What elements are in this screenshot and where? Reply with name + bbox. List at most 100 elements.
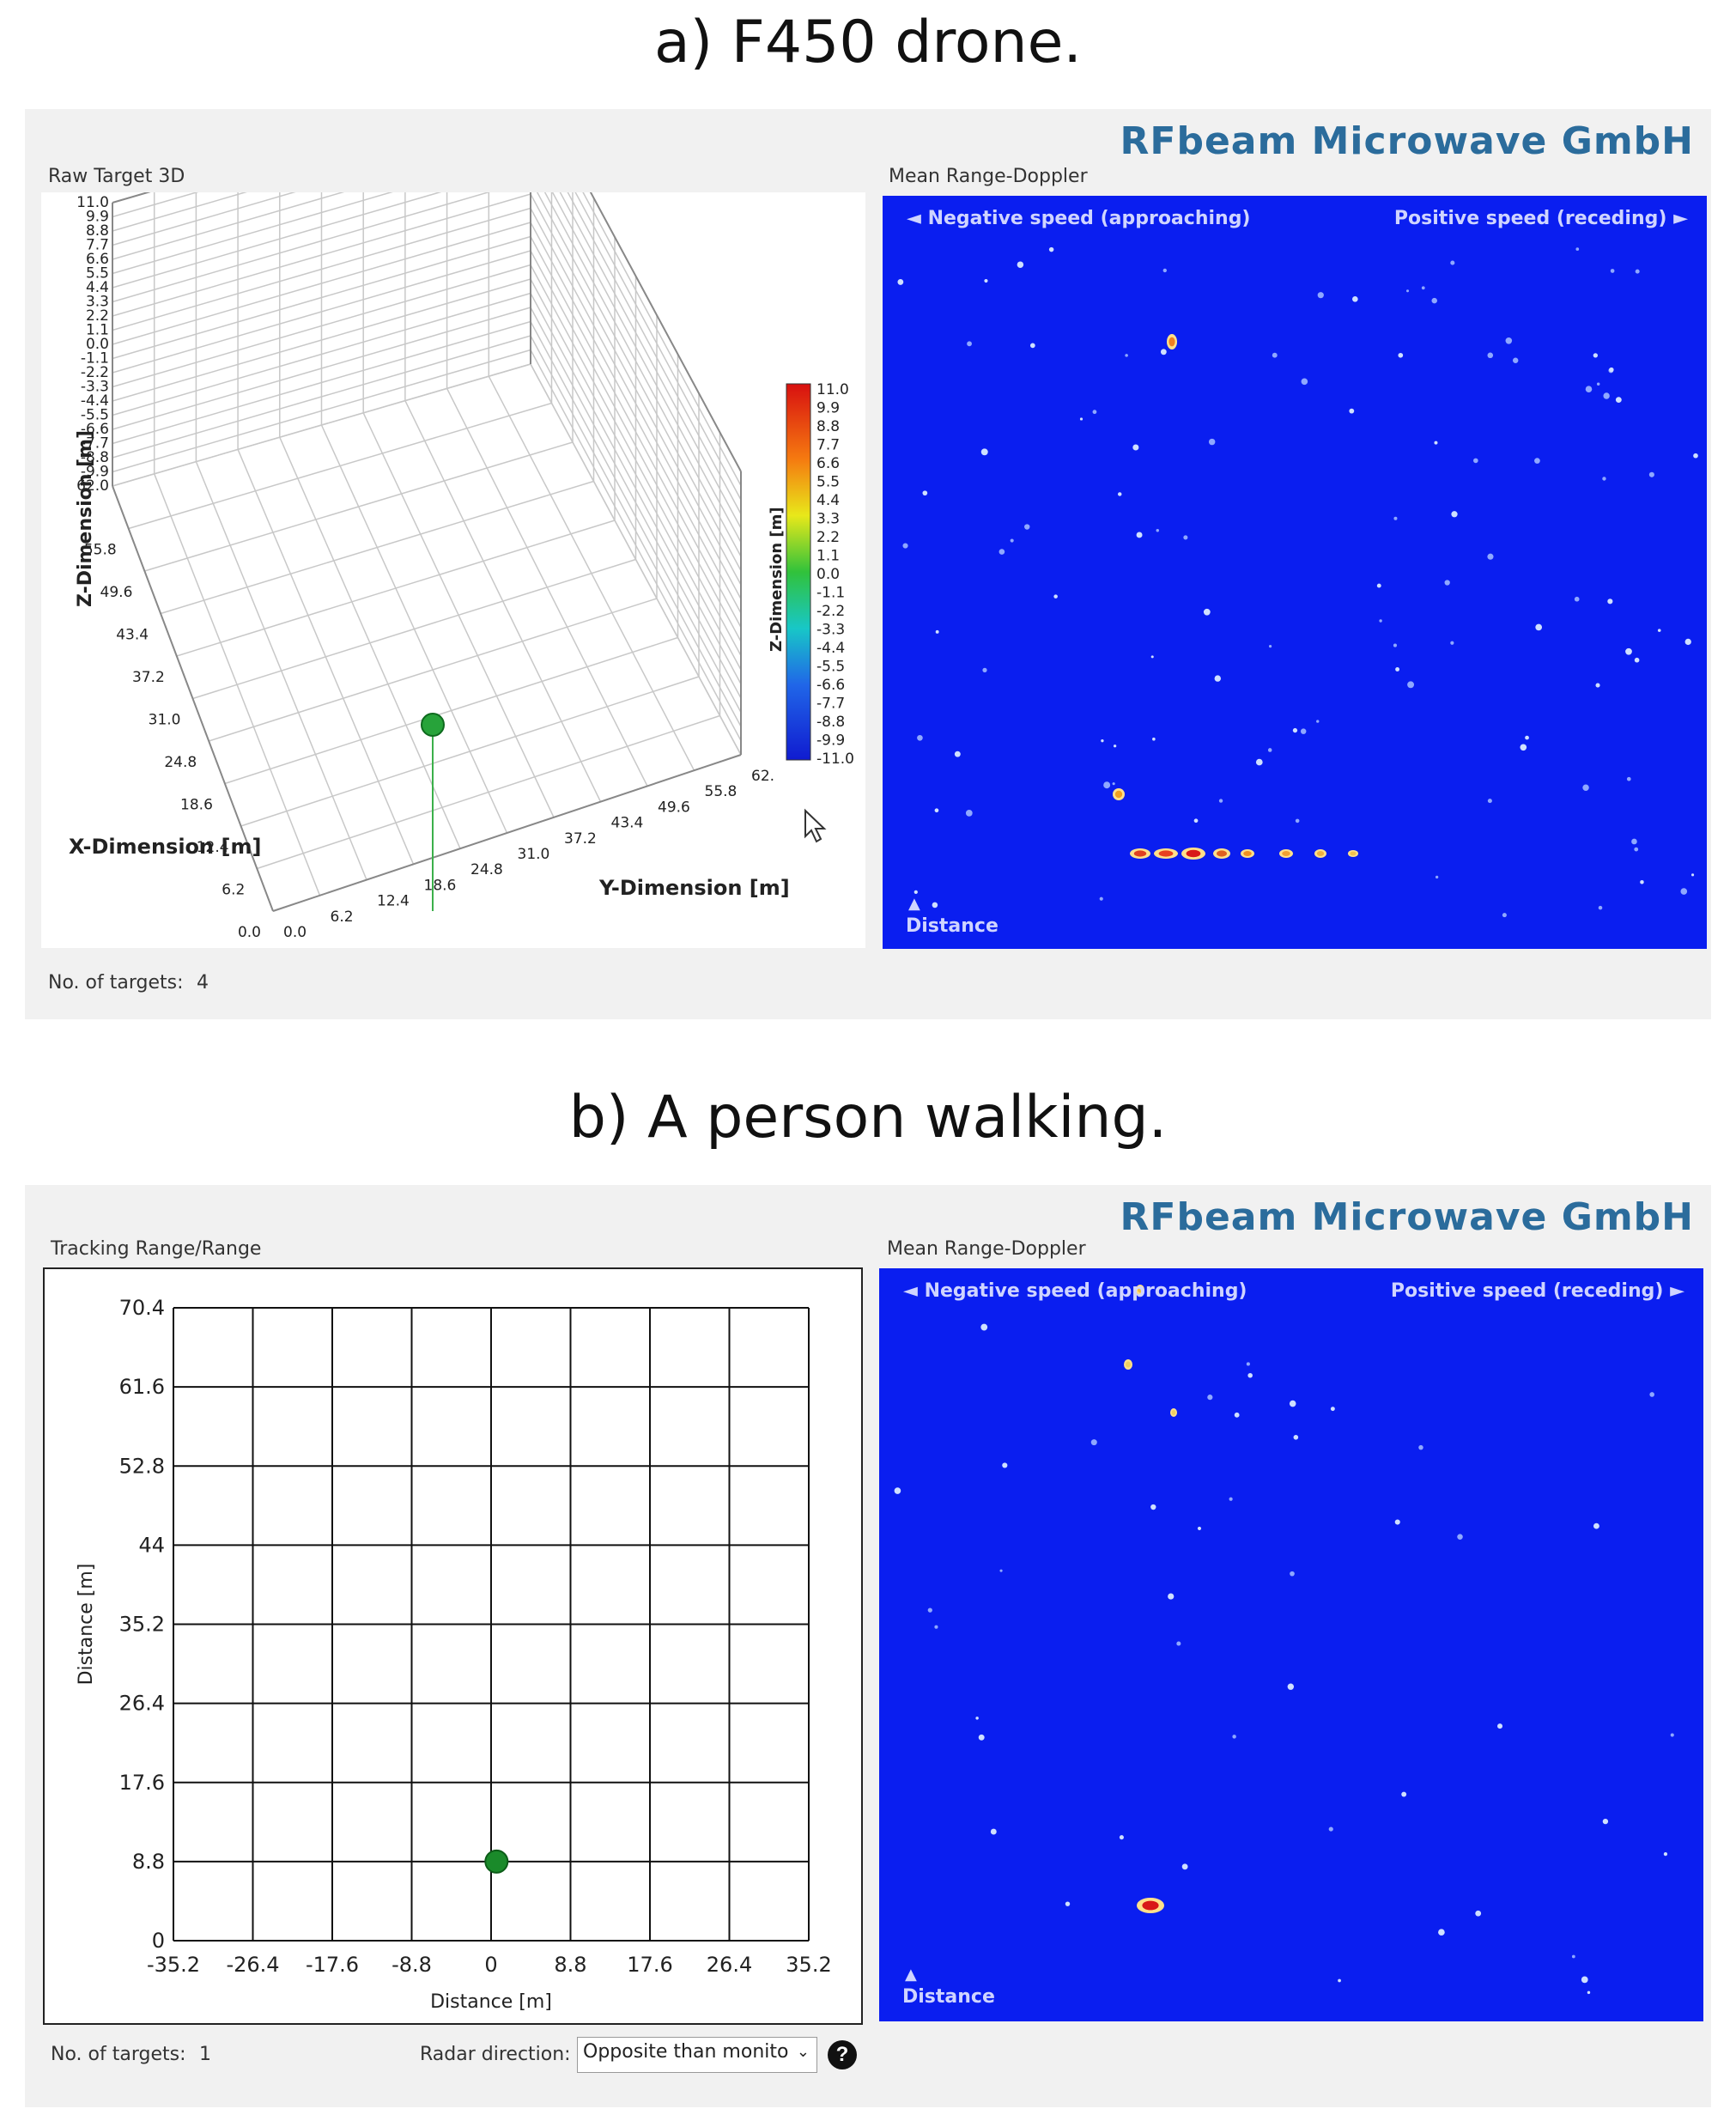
noise-speckle xyxy=(1246,1362,1250,1366)
noise-speckle xyxy=(999,549,1005,555)
z-tick-label: -1.1 xyxy=(81,350,109,368)
colorbar-tick-label: -4.4 xyxy=(816,640,845,657)
noise-speckle xyxy=(1024,524,1030,530)
range-doppler-map-b[interactable]: ◄ Negative speed (approaching) Positive … xyxy=(879,1268,1703,2021)
range-doppler-title: Mean Range-Doppler xyxy=(889,166,1088,187)
noise-speckle xyxy=(1101,738,1104,743)
radar-direction-value: Opposite than monito xyxy=(583,2041,789,2063)
noise-speckle xyxy=(1450,260,1455,265)
x-tick-label: 55.8 xyxy=(84,542,117,559)
noise-speckle xyxy=(1634,657,1640,663)
noise-speckle xyxy=(1587,1990,1591,1995)
z-tick-label: 4.4 xyxy=(86,279,109,296)
noise-speckle xyxy=(975,1717,979,1720)
range-doppler-title: Mean Range-Doppler xyxy=(887,1238,1086,1260)
colorbar-tick-label: 1.1 xyxy=(816,548,840,565)
noise-speckle xyxy=(1017,261,1024,268)
z-tick-label: 2.2 xyxy=(86,307,109,325)
noise-speckle xyxy=(1214,675,1222,682)
z-tick-label: 8.8 xyxy=(86,222,109,240)
noise-speckle xyxy=(1328,1826,1333,1832)
noise-speckle xyxy=(1395,667,1400,672)
raw-target-3d-plot[interactable]: 11.0 9.9 8.8 7.7 6.6 5.5 4.4 3.3 2.2 1.1 0.0 -1.1 -2… xyxy=(41,80,865,948)
colorbar-tick-label: -8.8 xyxy=(816,714,845,731)
doppler-return-core xyxy=(1114,790,1123,799)
noise-speckle xyxy=(1475,1910,1482,1917)
panel-person: RFbeam Microwave GmbH Tracking Range/Ran… xyxy=(25,1185,1711,2107)
distance-label: Distance xyxy=(902,1986,995,2008)
doppler-return-core xyxy=(1316,851,1325,856)
noise-speckle xyxy=(1197,1526,1202,1531)
noise-speckle xyxy=(1048,246,1054,252)
noise-speckle xyxy=(1626,776,1631,781)
noise-speckle xyxy=(1407,681,1415,689)
noise-speckle xyxy=(1162,268,1167,273)
z-tick-label: 6.6 xyxy=(86,251,109,268)
noise-speckle xyxy=(934,1625,938,1629)
target-marker[interactable] xyxy=(421,713,445,737)
noise-speckle xyxy=(1418,1444,1423,1450)
targets-count-label-a: No. of targets: xyxy=(48,972,184,994)
z-tick-label: -8.8 xyxy=(81,449,109,466)
x-tick-label: 24.8 xyxy=(164,754,197,771)
z-tick-label: 3.3 xyxy=(86,294,109,311)
z-axis-label: Z-Dimension [m] xyxy=(75,430,96,607)
tracked-target-point[interactable] xyxy=(484,1849,509,1874)
z-tick-labels: 11.09.98.87.76.65.54.43.32.21.10.0-1.1-2… xyxy=(76,194,109,495)
noise-speckle xyxy=(1603,392,1610,399)
targets-count-value-a: 4 xyxy=(197,972,209,994)
noise-speckle xyxy=(894,1487,901,1494)
tracking-y-ticks: 70.4 61.6 52.8 44 35.2 26.4 17.6 8.8 0 xyxy=(119,1296,165,1953)
brand-logo: RFbeam Microwave GmbH xyxy=(1120,1195,1694,1239)
noise-speckle xyxy=(927,1607,932,1613)
doppler-return-core xyxy=(1186,849,1201,858)
distance-label: Distance xyxy=(906,915,999,937)
noise-speckle xyxy=(1150,1504,1156,1510)
colorbar-tick-label: -11.0 xyxy=(816,751,854,768)
noise-speckle xyxy=(1317,292,1324,299)
doppler-return-core xyxy=(1350,851,1357,856)
noise-speckle xyxy=(1684,638,1691,646)
z-tick-label: 7.7 xyxy=(86,237,109,254)
z-tick-label: 62.0 xyxy=(76,477,109,495)
tracking-x-ticks: -35.2 -26.4 -17.6 -8.8 0 8.8 17.6 26.4 35.2 xyxy=(147,1953,832,1977)
noise-speckle xyxy=(1079,417,1083,421)
x-tick-label: 31.0 xyxy=(149,712,181,729)
noise-speckle xyxy=(1092,410,1097,415)
noise-speckle xyxy=(1112,782,1115,786)
radar-direction-select[interactable]: Opposite than monito ⌄ xyxy=(577,2037,817,2073)
tracking-x-axis-label: Distance [m] xyxy=(430,1991,552,2013)
noise-speckle xyxy=(999,1569,1003,1572)
y-tick-label: 26.4 xyxy=(119,1692,165,1716)
noise-speckle xyxy=(935,629,939,634)
noise-speckle xyxy=(1631,838,1637,845)
x-tick-label: 26.4 xyxy=(707,1953,752,1977)
noise-speckle xyxy=(1247,1372,1253,1378)
noise-speckle xyxy=(1609,367,1614,373)
doppler-return-core xyxy=(1133,850,1147,857)
x-tick-label: 12.4 xyxy=(197,839,229,856)
colorbar-tick-label: 7.7 xyxy=(816,437,840,454)
noise-speckle xyxy=(1090,1439,1097,1446)
targets-count-value-b: 1 xyxy=(199,2044,211,2065)
doppler-return-core xyxy=(1217,850,1227,857)
noise-speckle xyxy=(1487,352,1494,359)
caption-a: a) F450 drone. xyxy=(653,9,1083,76)
x-tick-label: 6.2 xyxy=(222,882,245,899)
noise-speckle xyxy=(1575,247,1580,251)
doppler-return-core xyxy=(1138,1286,1143,1293)
range-doppler-points-b xyxy=(894,1285,1674,1995)
noise-speckle xyxy=(934,808,939,813)
noise-speckle xyxy=(1635,269,1640,274)
help-icon[interactable]: ? xyxy=(828,2040,857,2069)
tracking-range-plot[interactable]: -35.2 -26.4 -17.6 -8.8 0 8.8 17.6 26.4 35.2 70.4… xyxy=(43,1267,863,2025)
noise-speckle xyxy=(1625,647,1632,655)
range-doppler-map-a[interactable]: ◄ Negative speed (approaching) Positive … xyxy=(883,196,1707,949)
noise-speckle xyxy=(1349,408,1355,414)
noise-speckle xyxy=(1502,913,1507,918)
noise-speckle xyxy=(1168,1593,1175,1600)
chevron-down-icon: ⌄ xyxy=(796,2043,810,2061)
x-tick-label: -35.2 xyxy=(147,1953,200,1977)
x-tick-label: 35.2 xyxy=(786,1953,831,1977)
noise-speckle xyxy=(984,278,988,283)
